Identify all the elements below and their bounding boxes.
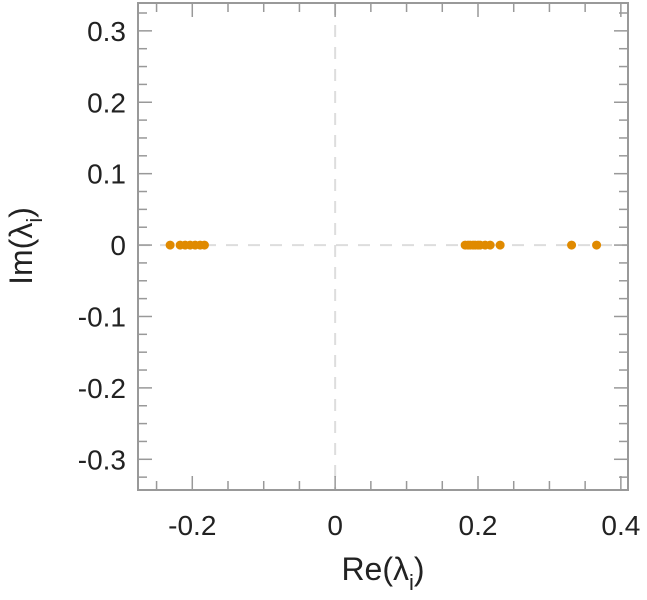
plot-frame [137, 2, 629, 491]
data-point [495, 240, 505, 250]
data-point [165, 240, 175, 250]
y-tick-label: -0.3 [78, 444, 126, 475]
x-axis-label: Re(λi) [341, 551, 424, 595]
zero-lines [138, 3, 628, 490]
y-tick-label: 0.3 [87, 16, 126, 47]
x-tick-label: 0.2 [459, 510, 498, 541]
x-tick-label: 0 [327, 510, 343, 541]
data-points [165, 240, 602, 250]
y-tick-label: -0.1 [78, 301, 126, 332]
y-tick-label: 0.2 [87, 87, 126, 118]
y-axis-label: Im(λi) [3, 207, 47, 285]
x-tick-label: 0.4 [601, 510, 640, 541]
data-point [485, 240, 495, 250]
y-tick-label: 0 [110, 230, 126, 261]
data-point [592, 240, 602, 250]
x-tick-labels: -0.2 0 0.2 0.4 [168, 510, 640, 541]
x-tick-label: -0.2 [168, 510, 216, 541]
y-tick-label: -0.2 [78, 373, 126, 404]
data-point [567, 240, 577, 250]
axis-ticks [138, 3, 628, 490]
data-point [199, 240, 209, 250]
y-tick-label: 0.1 [87, 159, 126, 190]
y-tick-labels: 0.3 0.2 0.1 0 -0.1 -0.2 -0.3 [78, 16, 126, 475]
